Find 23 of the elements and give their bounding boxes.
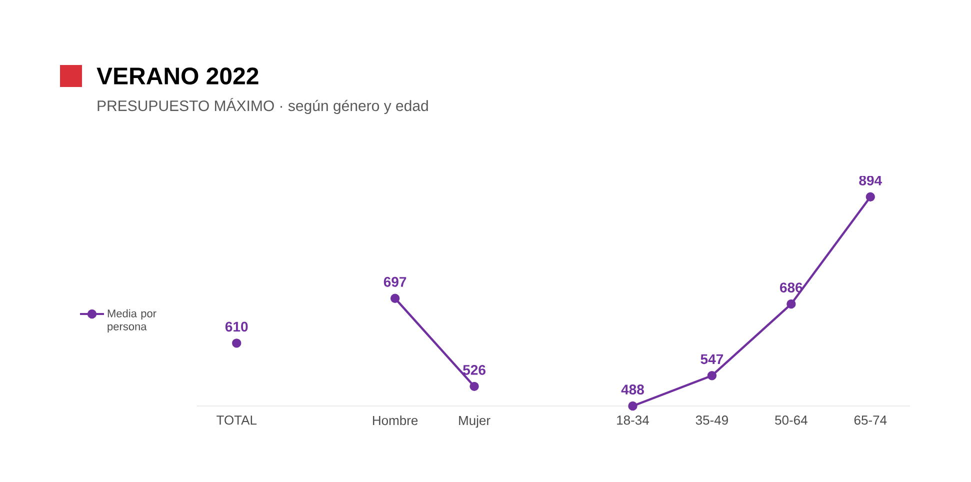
x-tick-label: 65-74 — [854, 416, 887, 425]
x-tick-label: Hombre — [373, 416, 418, 426]
point — [470, 382, 479, 392]
data-label: 488 — [621, 384, 644, 394]
data-label: 610 — [225, 322, 248, 332]
point — [866, 192, 875, 202]
x-tick-label: 18-34 — [617, 416, 649, 425]
data-label: 526 — [463, 364, 486, 375]
chart-title: VERANO 2022 — [96, 68, 258, 84]
point — [786, 299, 796, 309]
data-label: 697 — [384, 276, 406, 287]
point — [390, 294, 400, 303]
point — [628, 401, 638, 411]
x-tick-label: 50-64 — [775, 416, 808, 425]
point — [232, 338, 242, 348]
data-label: 894 — [859, 175, 882, 186]
chart-subtitle: PRESUPUESTO MÁXIMO · según género y edad — [98, 98, 428, 114]
x-tick-label: TOTAL — [216, 416, 257, 425]
data-label: 547 — [700, 354, 724, 364]
x-tick-label: Mujer — [459, 416, 490, 428]
point — [707, 371, 717, 380]
x-tick-label: 35-49 — [696, 416, 728, 425]
legend-label: Media por persona — [108, 309, 156, 333]
